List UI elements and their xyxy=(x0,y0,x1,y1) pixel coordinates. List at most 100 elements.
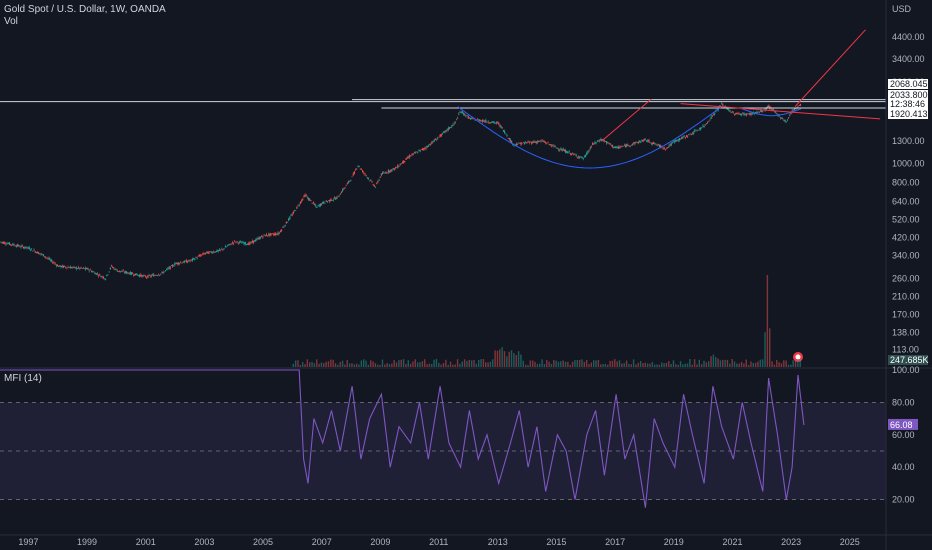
candle-body xyxy=(665,147,668,149)
candle-body xyxy=(21,245,23,247)
cup-curve[interactable] xyxy=(457,106,722,169)
candle-body xyxy=(197,256,199,257)
trend-line-support[interactable] xyxy=(680,103,881,120)
candle-body xyxy=(568,151,570,153)
candle-body xyxy=(417,152,419,154)
candle-body xyxy=(75,267,77,269)
candle-body xyxy=(48,258,50,260)
candle-body xyxy=(732,112,735,114)
candle-body xyxy=(741,113,743,116)
candle-body xyxy=(136,274,138,276)
trend-line-target[interactable] xyxy=(794,29,866,107)
candle-body xyxy=(25,246,27,249)
volume-bar xyxy=(536,364,539,367)
candle-body xyxy=(401,162,404,164)
candle-body xyxy=(90,271,93,272)
candle-body xyxy=(617,146,620,149)
currency-label: USD xyxy=(892,4,912,14)
candle-body xyxy=(493,121,495,124)
candle-body xyxy=(722,104,724,106)
candle-body xyxy=(400,163,402,165)
volume-bar xyxy=(428,363,431,367)
time-tick-label: 2011 xyxy=(429,537,448,547)
volume-bar xyxy=(463,359,466,367)
price-tag[interactable]: 2068.045 xyxy=(888,79,928,89)
candle-body xyxy=(384,172,386,174)
candle-body xyxy=(270,233,272,235)
mfi-panel[interactable] xyxy=(0,369,886,508)
candle-body xyxy=(362,170,364,173)
price-panel[interactable] xyxy=(0,29,932,369)
candle-body xyxy=(681,137,683,139)
volume-bar xyxy=(341,360,344,367)
candle-body xyxy=(272,234,275,235)
trend-line-rally[interactable] xyxy=(601,98,652,142)
candle-body xyxy=(746,113,749,115)
candle-body xyxy=(602,140,604,142)
candle-body xyxy=(635,142,637,143)
time-axis[interactable]: 1997 1999 2001 2003 2005 2007 2009 2011 2013 2015… xyxy=(0,534,932,547)
candle-body xyxy=(120,271,122,272)
candle-body xyxy=(610,145,612,146)
candle-body xyxy=(17,244,19,247)
mfi-current-tag[interactable]: 66.08 xyxy=(888,418,918,430)
candle-body xyxy=(480,120,482,122)
volume-bar xyxy=(792,360,794,367)
volume-bar xyxy=(374,363,377,367)
volume-bar xyxy=(675,364,677,367)
candle-body xyxy=(793,108,796,110)
candle-body xyxy=(331,200,333,201)
candle-body xyxy=(557,149,560,151)
candle-body xyxy=(130,272,133,275)
candle-body xyxy=(594,141,596,144)
symbol-title[interactable]: Gold Spot / U.S. Dollar, 1W, OANDA xyxy=(4,4,166,15)
price-tag[interactable]: 2033.800 xyxy=(888,90,928,100)
candle-body xyxy=(698,128,701,130)
volume-bar xyxy=(510,350,513,367)
candle-body xyxy=(750,113,752,115)
price-axis[interactable]: 4400.003400.002600.001300.001000.00800.0… xyxy=(885,0,929,550)
volume-bar xyxy=(466,360,468,367)
candle-body xyxy=(185,260,188,263)
price-tag[interactable]: 1920.413 xyxy=(888,109,928,119)
candle-body xyxy=(477,118,479,120)
volume-bar xyxy=(623,363,625,367)
volume-tag[interactable]: 247.685K xyxy=(888,355,929,365)
volume-bar xyxy=(670,363,672,367)
volume-bar xyxy=(644,362,647,367)
candle-body xyxy=(19,246,21,248)
candle-body xyxy=(506,135,508,137)
mfi-label[interactable]: MFI (14) xyxy=(4,373,42,384)
candle-body xyxy=(88,270,90,271)
volume-bar xyxy=(754,362,757,367)
volume-bar xyxy=(712,354,715,367)
candle-body xyxy=(389,170,391,173)
candle-body xyxy=(526,142,528,144)
candle-body xyxy=(399,164,401,166)
price-tag[interactable]: 12:38:46 xyxy=(888,99,928,109)
candle-body xyxy=(534,141,536,143)
candle-body xyxy=(290,215,292,217)
candle-body xyxy=(674,140,676,143)
candle-body xyxy=(410,155,412,157)
volume-bar xyxy=(391,363,393,367)
candle-body xyxy=(587,151,589,154)
volume-bar xyxy=(717,358,719,367)
candle-body xyxy=(220,249,222,251)
candle-body xyxy=(532,141,534,144)
candle-body xyxy=(20,245,22,248)
candle-body xyxy=(780,118,783,119)
candle-body xyxy=(171,265,174,267)
volume-bar xyxy=(370,360,372,367)
candle-body xyxy=(579,156,581,158)
candle-body xyxy=(663,147,665,149)
vol-label[interactable]: Vol xyxy=(4,16,18,27)
mfi-line[interactable] xyxy=(0,369,805,508)
candle-body xyxy=(349,180,351,182)
candle-body xyxy=(337,195,339,197)
candle-body xyxy=(329,199,331,202)
time-tick-label: 2021 xyxy=(722,537,742,547)
candle-body xyxy=(414,152,417,154)
candle-body xyxy=(38,252,40,255)
